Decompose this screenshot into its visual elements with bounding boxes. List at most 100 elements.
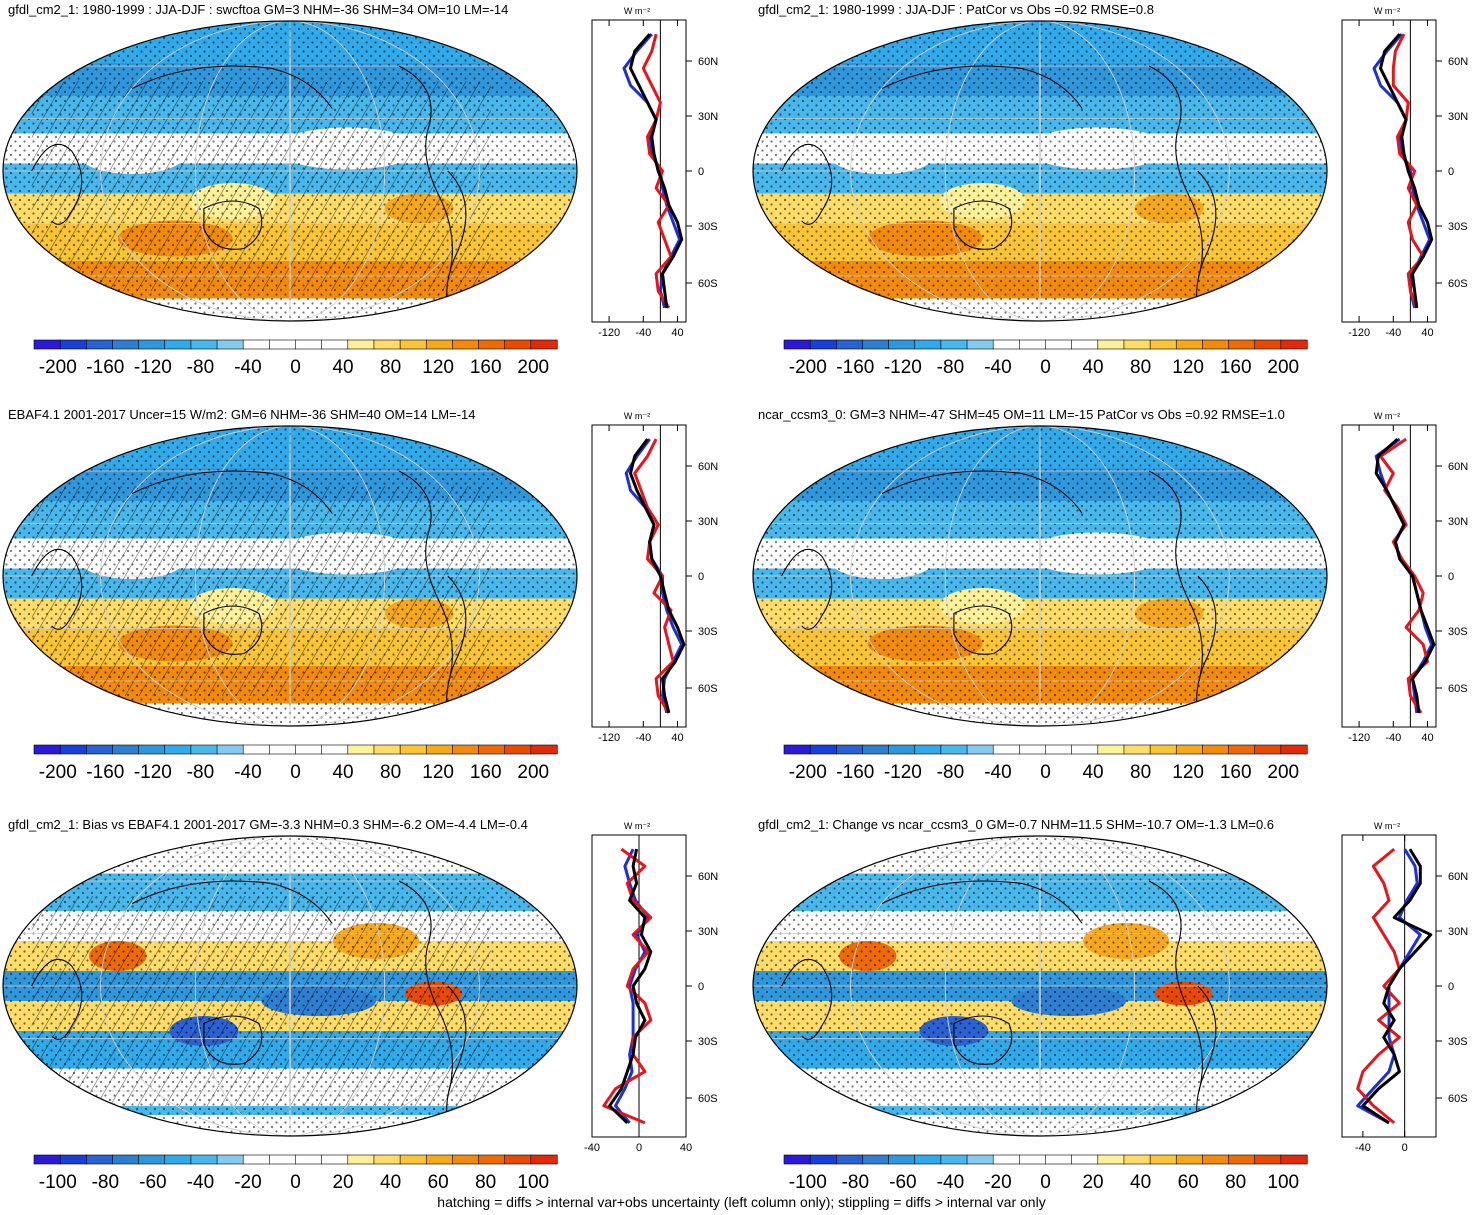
colorbar-cell [216, 1154, 244, 1165]
continent-outline-1 [446, 985, 467, 1127]
continent-outline-1 [446, 575, 467, 717]
colorbar-tick-label: 40 [1130, 1172, 1151, 1193]
colorbar-cell [347, 744, 375, 755]
colorbar-tick-label: -200 [39, 357, 77, 378]
profile-lat-label: 60N [698, 56, 718, 68]
panel-title: ncar_ccsm3_0: GM=3 NHM=-47 SHM=45 OM=11 … [758, 407, 1285, 422]
panels-layer: gfdl_cm2_1: 1980-1999 : JJA-DJF : swcfto… [2, 2, 1468, 1193]
colorbar-tick-label: 160 [470, 762, 502, 783]
profile-line-obs [633, 438, 675, 714]
colorbar-cell [1123, 1154, 1151, 1165]
profile-x-tick-label: 40 [1421, 732, 1433, 744]
colorbar-cell [373, 1154, 401, 1165]
profile-lat-label: 60N [1448, 871, 1468, 883]
continent-outline-2 [881, 880, 1083, 924]
colorbar-tick-label: 100 [517, 1172, 549, 1193]
continent-outline-4 [203, 605, 263, 655]
colorbar-cell [347, 1154, 375, 1165]
colorbar-cell [86, 1154, 114, 1165]
colorbar-cell [862, 744, 890, 755]
continent-outline-0 [398, 470, 453, 682]
colorbar-cell [242, 744, 270, 755]
colorbar-tick-label: 120 [422, 357, 454, 378]
panel-2: gfdl_cm2_1: 1980-1999 : JJA-DJF : PatCor… [752, 2, 1468, 378]
colorbar-cell [1045, 744, 1073, 755]
colorbar-cell [1123, 744, 1151, 755]
hatch-overlay [31, 486, 491, 696]
profile-lat-label: 30N [698, 926, 718, 938]
profile-line-model [1361, 848, 1433, 1125]
profile-x-tick-label: 40 [680, 1142, 692, 1154]
colorbar-cell [425, 339, 454, 350]
map-border [2, 425, 578, 727]
colorbar-cell [190, 339, 218, 350]
colorbar-cell [1071, 1154, 1099, 1165]
colorbar-cell [321, 744, 349, 755]
colorbar-cell [425, 744, 454, 755]
colorbar-cell [242, 339, 270, 350]
profile-units-label: W m⁻² [1374, 411, 1400, 421]
graticule-lon [100, 836, 480, 1136]
continent-outline-1 [446, 170, 467, 312]
profile-lat-label: 30N [1448, 516, 1468, 528]
panel-title: gfdl_cm2_1: Bias vs EBAF4.1 2001-2017 GM… [8, 817, 528, 832]
colorbar-tick-label: 120 [422, 762, 454, 783]
colorbar-tick-label: -80 [937, 357, 964, 378]
colorbar-tick-label: -160 [86, 762, 124, 783]
continent-outline-3 [781, 958, 833, 1040]
map-field [3, 836, 577, 1136]
continent-outline-0 [398, 65, 453, 277]
profile-lat-label: 30N [698, 516, 718, 528]
colorbar-cell [1045, 339, 1073, 350]
hatch-overlay [31, 81, 491, 291]
graticule-lon [100, 21, 480, 321]
continent-outline-1 [1196, 170, 1217, 312]
colorbar-tick-label: -200 [789, 357, 827, 378]
colorbar-cell [399, 744, 427, 755]
colorbar-cell [216, 339, 244, 350]
colorbar-cell [914, 744, 942, 755]
profile-x-tick-label: -120 [1348, 732, 1370, 744]
profile-units-label: W m⁻² [1374, 821, 1400, 831]
panel-title: EBAF4.1 2001-2017 Uncer=15 W/m2: GM=6 NH… [8, 407, 476, 422]
colorbar-cell [190, 744, 218, 755]
colorbar-cell [914, 339, 942, 350]
colorbar-cell [1175, 744, 1204, 755]
colorbar-tick-label: 0 [1040, 357, 1051, 378]
colorbar-cell [373, 339, 401, 350]
profile-lat-label: 30S [698, 1036, 718, 1048]
profile-lat-label: 30S [1448, 626, 1468, 638]
colorbar-cell [888, 339, 916, 350]
continent-outline-3 [781, 548, 833, 630]
colorbar-cell [992, 339, 1020, 350]
colorbar-tick-label: -160 [836, 357, 874, 378]
profile-units-label: W m⁻² [624, 6, 650, 16]
colorbar-tick-label: 0 [1040, 1172, 1051, 1193]
colorbar-cell [321, 339, 349, 350]
continent-outline-2 [131, 880, 333, 924]
profile-x-tick-label: -40 [635, 732, 651, 744]
colorbar-tick-label: 160 [1220, 762, 1252, 783]
colorbar-cell [1254, 1154, 1282, 1165]
colorbar-cell [478, 1154, 506, 1165]
profile-line-model [608, 848, 653, 1124]
colorbar-cell [783, 744, 811, 755]
colorbar-tick-label: -100 [39, 1172, 77, 1193]
profile-line-model [1379, 33, 1434, 309]
colorbar-cell [112, 1154, 140, 1165]
panel-5: gfdl_cm2_1: Bias vs EBAF4.1 2001-2017 GM… [2, 817, 718, 1193]
colorbar-cell [504, 744, 532, 755]
profile-lat-label: 60S [1448, 683, 1468, 695]
colorbar-tick-label: -100 [789, 1172, 827, 1193]
continent-outline-2 [131, 470, 333, 514]
panel-title: gfdl_cm2_1: 1980-1999 : JJA-DJF : swcfto… [8, 2, 508, 17]
colorbar-cell [1149, 1154, 1177, 1165]
colorbar-cell [1175, 339, 1204, 350]
colorbar-cell [112, 744, 140, 755]
continent-outline-3 [781, 143, 833, 225]
colorbar-cell [216, 744, 244, 755]
profile-x-tick-label: -40 [584, 1142, 600, 1154]
colorbar-cell [1045, 1154, 1073, 1165]
colorbar-cell [321, 1154, 349, 1165]
